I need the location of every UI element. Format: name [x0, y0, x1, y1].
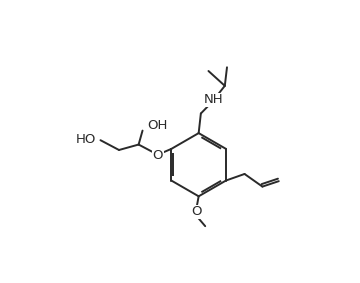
Text: O: O — [153, 149, 163, 162]
Text: HO: HO — [75, 133, 96, 145]
Text: OH: OH — [147, 119, 167, 132]
Text: O: O — [191, 205, 202, 218]
Text: NH: NH — [204, 93, 223, 106]
